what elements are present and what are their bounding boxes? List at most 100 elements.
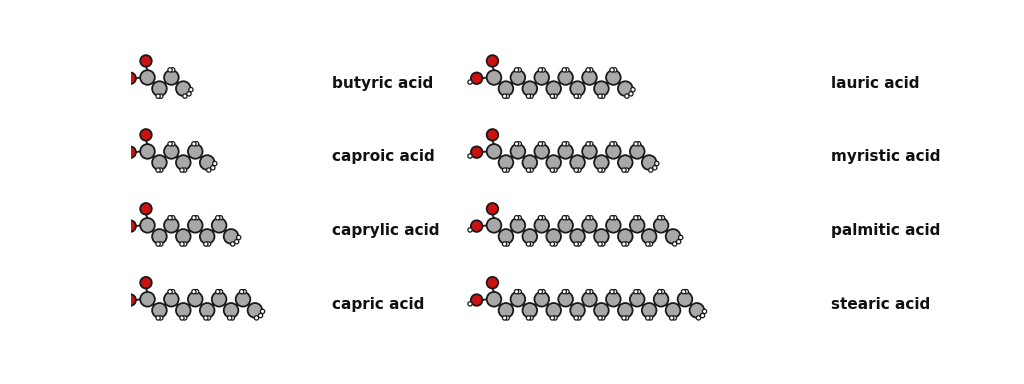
Circle shape [486, 144, 502, 159]
Circle shape [684, 290, 688, 294]
Circle shape [517, 142, 521, 146]
Circle shape [679, 235, 683, 240]
Circle shape [159, 94, 163, 98]
Circle shape [124, 294, 136, 306]
Circle shape [558, 292, 572, 306]
Circle shape [526, 94, 530, 98]
Circle shape [182, 94, 187, 98]
Circle shape [539, 68, 543, 72]
Circle shape [550, 242, 554, 246]
Circle shape [124, 220, 136, 232]
Circle shape [164, 144, 178, 159]
Circle shape [625, 316, 629, 320]
Circle shape [666, 229, 680, 244]
Circle shape [522, 81, 538, 96]
Circle shape [642, 303, 656, 318]
Circle shape [212, 292, 226, 306]
Circle shape [670, 316, 674, 320]
Circle shape [601, 94, 605, 98]
Circle shape [503, 242, 507, 246]
Circle shape [565, 215, 569, 220]
Circle shape [553, 316, 557, 320]
Circle shape [171, 142, 175, 146]
Circle shape [213, 161, 217, 166]
Circle shape [586, 142, 590, 146]
Circle shape [594, 229, 608, 244]
Circle shape [702, 309, 707, 314]
Circle shape [617, 229, 633, 244]
Circle shape [541, 215, 545, 220]
Circle shape [191, 290, 196, 294]
Circle shape [601, 242, 605, 246]
Circle shape [223, 229, 239, 244]
Circle shape [529, 168, 534, 172]
Circle shape [258, 313, 263, 318]
Circle shape [610, 142, 614, 146]
Circle shape [522, 303, 538, 318]
Circle shape [529, 94, 534, 98]
Circle shape [553, 242, 557, 246]
Circle shape [648, 242, 652, 246]
Circle shape [212, 218, 226, 233]
Text: myristic acid: myristic acid [831, 149, 941, 164]
Circle shape [539, 215, 543, 220]
Circle shape [622, 242, 626, 246]
Circle shape [606, 218, 621, 233]
Text: caprylic acid: caprylic acid [333, 223, 439, 238]
Circle shape [216, 215, 220, 220]
Circle shape [156, 94, 160, 98]
Circle shape [514, 290, 519, 294]
Circle shape [594, 303, 608, 318]
Circle shape [468, 154, 472, 158]
Circle shape [522, 229, 538, 244]
Circle shape [223, 303, 239, 318]
Circle shape [547, 303, 561, 318]
Circle shape [562, 215, 566, 220]
Circle shape [630, 144, 644, 159]
Circle shape [164, 218, 178, 233]
Circle shape [577, 316, 581, 320]
Circle shape [653, 218, 669, 233]
Circle shape [535, 218, 549, 233]
Circle shape [577, 94, 581, 98]
Circle shape [468, 80, 472, 84]
Circle shape [562, 142, 566, 146]
Circle shape [570, 155, 585, 170]
Circle shape [612, 68, 616, 72]
Circle shape [176, 155, 190, 170]
Circle shape [594, 81, 608, 96]
Circle shape [486, 203, 499, 215]
Circle shape [164, 70, 178, 85]
Circle shape [672, 316, 677, 320]
Circle shape [122, 302, 126, 306]
Circle shape [630, 292, 644, 306]
Circle shape [168, 215, 172, 220]
Circle shape [574, 94, 579, 98]
Circle shape [503, 168, 507, 172]
Circle shape [122, 80, 126, 84]
Circle shape [646, 316, 650, 320]
Circle shape [553, 168, 557, 172]
Circle shape [195, 215, 199, 220]
Circle shape [529, 242, 534, 246]
Circle shape [471, 146, 482, 158]
Circle shape [156, 316, 160, 320]
Circle shape [517, 68, 521, 72]
Circle shape [541, 68, 545, 72]
Circle shape [499, 81, 513, 96]
Circle shape [505, 168, 509, 172]
Circle shape [583, 218, 597, 233]
Circle shape [207, 168, 211, 172]
Circle shape [188, 88, 194, 92]
Circle shape [660, 215, 665, 220]
Text: stearic acid: stearic acid [831, 297, 931, 312]
Circle shape [562, 68, 566, 72]
Circle shape [218, 290, 222, 294]
Circle shape [505, 242, 509, 246]
Circle shape [617, 81, 633, 96]
Circle shape [574, 316, 579, 320]
Circle shape [191, 142, 196, 146]
Circle shape [541, 290, 545, 294]
Circle shape [696, 316, 700, 320]
Circle shape [499, 229, 513, 244]
